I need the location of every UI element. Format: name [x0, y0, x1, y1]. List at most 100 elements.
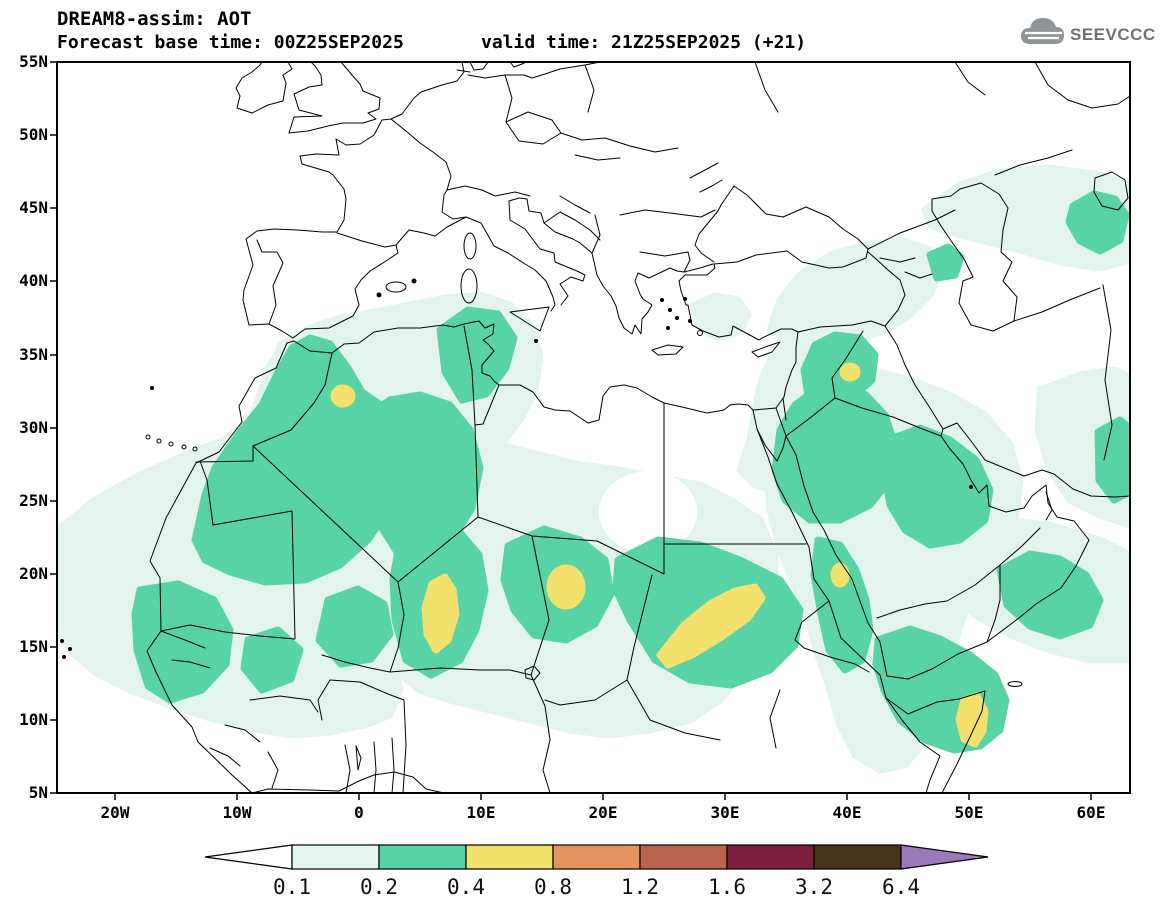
islands-and-lakes: [60, 232, 1023, 771]
borders-middle-east: [775, 62, 1130, 643]
page-title: DREAM8-assim: AOT: [57, 8, 251, 30]
island-cyprus: [751, 341, 781, 358]
caspian-sea: [931, 182, 1018, 332]
borders-europe: [256, 62, 779, 325]
island-canary: [192, 446, 198, 452]
aot-region: [436, 306, 518, 404]
aot-region: [1094, 416, 1130, 504]
coastline-iberia-med-italy-balkans: [248, 197, 714, 339]
aot-field: [57, 164, 1130, 774]
coastline-arabia-persian-gulf: [756, 422, 1130, 680]
aot-hotspot: [421, 573, 460, 654]
lat-axis: 55N 50N 45N 40N 35N 30N 25N 20N 15N 10N …: [19, 52, 48, 802]
coastline-ireland: [235, 62, 293, 114]
lake-chad: [524, 665, 541, 681]
borders-africa: [160, 325, 941, 793]
lat-label: 10N: [19, 710, 48, 729]
coastline-levant-anatolia-blacksea: [678, 185, 869, 411]
aot-region: [131, 580, 234, 704]
island-rhodes: [697, 330, 703, 336]
colorbar-segment: [291, 844, 380, 870]
coastline-africa: [146, 320, 986, 793]
island-dot: [660, 298, 664, 302]
colorbar-tick-label: 1.6: [708, 875, 746, 899]
island-bahrain: [969, 485, 973, 489]
seevccc-logo: SEEVCCC: [1021, 18, 1155, 44]
island-dot: [675, 316, 679, 320]
island-canary: [156, 438, 162, 444]
colorbar-tick-label: 6.4: [882, 875, 920, 899]
coastline-uk: [288, 62, 381, 134]
aot-hotspot: [656, 583, 766, 669]
island-madeira: [150, 386, 154, 390]
colorbar-segment: [639, 844, 728, 870]
colorbar-tick-label: 1.2: [621, 875, 659, 899]
island-dot: [411, 278, 417, 284]
island-corsica: [463, 232, 477, 260]
lon-label: 10E: [467, 803, 496, 822]
colorbar-tick-label: 0.4: [447, 875, 485, 899]
island-malta: [534, 339, 538, 343]
lon-label: 10W: [223, 803, 252, 822]
colorbar-segment: [378, 844, 467, 870]
island-mallorca: [385, 281, 407, 293]
island-canary: [145, 434, 151, 440]
lat-label: 20N: [19, 564, 48, 583]
aot-region: [771, 381, 899, 524]
lon-label: 20E: [589, 803, 618, 822]
island-dot: [60, 639, 64, 643]
map-lines: [60, 62, 1130, 793]
aot-region: [240, 626, 304, 694]
lat-label: 55N: [19, 52, 48, 71]
island-dot: [683, 297, 687, 301]
coastline-gulf-of-guinea: [251, 771, 445, 793]
aot-region: [315, 585, 394, 668]
aot-clear-hole: [599, 471, 697, 553]
lat-label: 5N: [29, 783, 48, 802]
island-dot: [68, 647, 72, 651]
lon-axis: 20W 10W 0 10E 20E 30E 40E 50E 60E: [101, 803, 1106, 822]
island-dot: [668, 308, 672, 312]
island-dot: [666, 326, 670, 330]
lat-label: 35N: [19, 345, 48, 364]
lon-label: 40E: [833, 803, 862, 822]
colorbar: [204, 844, 989, 870]
seevccc-cloud-icon: [1021, 18, 1064, 44]
lon-label: 0: [354, 803, 364, 822]
aot-hotspot: [839, 362, 861, 382]
colorbar-segment: [552, 844, 641, 870]
colorbar-segment: [465, 844, 554, 870]
island-dot: [688, 319, 692, 323]
lat-label: 40N: [19, 271, 48, 290]
island-canary: [168, 441, 174, 447]
lake-volta: [355, 745, 362, 771]
island-canary: [181, 444, 187, 450]
aral-sea: [1093, 171, 1129, 211]
colorbar-tick-label: 3.2: [795, 875, 833, 899]
aot-level-04-regions: [330, 362, 989, 748]
aot-hotspot: [546, 564, 586, 610]
island-sardinia: [460, 268, 478, 304]
axis-ticks: [50, 61, 1092, 800]
colorbar-segment: [726, 844, 815, 870]
coastline-europe-atlantic: [242, 62, 465, 326]
lat-label: 45N: [19, 198, 48, 217]
colorbar-arrow-left: [204, 844, 293, 870]
colorbar-tick-label: 0.2: [360, 875, 398, 899]
lat-label: 25N: [19, 491, 48, 510]
island-socotra: [1007, 681, 1023, 687]
island-dot: [376, 292, 382, 298]
island-sicily: [509, 306, 550, 332]
valid-time: valid time: 21Z25SEP2025 (+21): [481, 32, 806, 53]
lat-label: 15N: [19, 637, 48, 656]
colorbar-arrow-right: [900, 844, 989, 870]
colorbar-labels: 0.1 0.2 0.4 0.8 1.2 1.6 3.2 6.4: [273, 875, 920, 899]
forecast-base-time: Forecast base time: 00Z25SEP2025: [57, 32, 404, 53]
aot-hotspot: [955, 692, 989, 748]
lon-label: 50E: [955, 803, 984, 822]
aot-region: [1065, 190, 1130, 255]
colorbar-segment: [813, 844, 902, 870]
aot-region: [766, 236, 944, 349]
aot-hotspot: [830, 562, 850, 588]
